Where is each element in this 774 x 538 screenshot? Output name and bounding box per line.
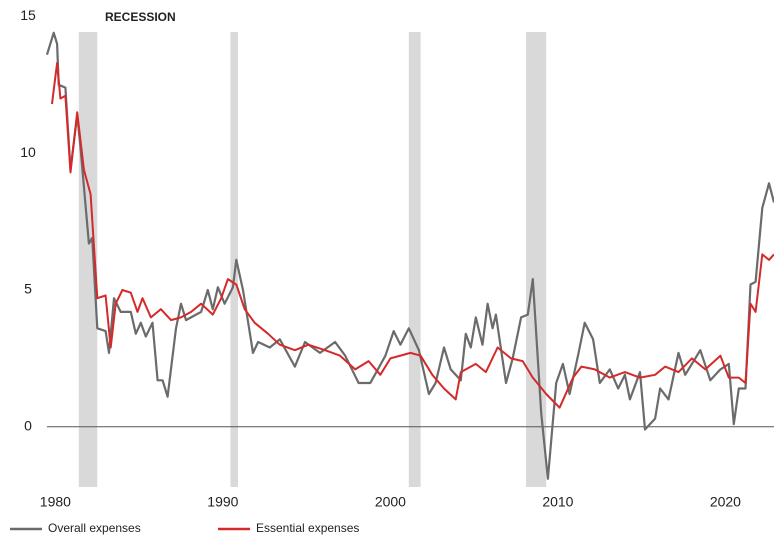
recession-band <box>78 32 98 487</box>
x-tick-label: 1980 <box>40 494 71 510</box>
legend-label: Overall expenses <box>48 521 141 535</box>
recession-band <box>230 32 238 487</box>
recession-band <box>408 32 421 487</box>
y-tick-label: 15 <box>20 7 36 23</box>
y-tick-label: 5 <box>24 281 32 297</box>
legend-label: Essential expenses <box>256 521 359 535</box>
y-tick-label: 10 <box>20 144 36 160</box>
x-tick-label: 1990 <box>207 494 238 510</box>
series-line <box>45 31 774 480</box>
recession-label: RECESSION <box>105 10 176 24</box>
x-tick-label: 2000 <box>375 494 406 510</box>
y-tick-label: 0 <box>24 418 32 434</box>
recession-bands <box>78 32 547 487</box>
recession-band <box>526 32 547 487</box>
series-line <box>51 61 774 409</box>
x-tick-label: 2010 <box>542 494 573 510</box>
x-tick-label: 2020 <box>710 494 741 510</box>
